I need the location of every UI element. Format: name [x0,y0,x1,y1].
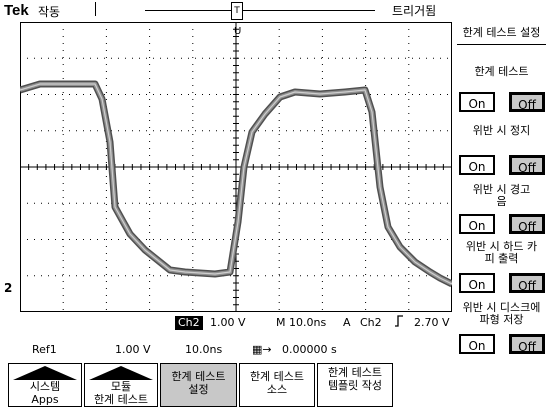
menu-arrow-icon [89,366,153,380]
softkey-line2: Apps [31,393,59,406]
trigger-position-marker: T [231,2,243,20]
softkey-line2: 템플릿 작성 [327,379,383,392]
timebase-readout: M 10.0ns [276,316,327,329]
channel-badge: Ch2 [175,316,203,330]
rising-edge-icon [394,314,404,331]
softkey-line2: 소스 [266,383,288,396]
menu-label: 위반 시 하드 카피 출력 [465,240,538,265]
save-on-violation-off-button[interactable]: Off [509,334,545,354]
record-view-start [95,2,96,16]
menu-stop-on-violation: 위반 시 정지 On Off [455,124,548,175]
hardcopy-on-violation-on-button[interactable]: On [459,273,495,293]
menu-title: 한계 테스트 설정 [457,26,546,45]
menu-save-on-violation: 위반 시 디스크에 파형 저장 On Off [455,301,548,354]
hardcopy-on-violation-off-button[interactable]: Off [509,273,545,293]
record-view-bar [145,10,375,11]
softkey-line2: 한계 테스트 [93,393,149,406]
position-readout: 0.00000 s [282,343,337,356]
menu-label: 위반 시 디스크에 파형 저장 [462,301,541,326]
beep-on-violation-on-button[interactable]: On [459,214,495,234]
ground-level-marker: 2 [4,281,13,295]
graticule [20,22,452,312]
softkey-line1: 시스템 [29,380,61,393]
softkey-limit-setup[interactable]: 한계 테스트 설정 [160,363,237,407]
limit-test-off-button[interactable]: Off [509,92,545,112]
softkey-module[interactable]: 모듈 한계 테스트 [84,363,158,407]
menu-hardcopy-on-violation: 위반 시 하드 카피 출력 On Off [455,240,548,293]
menu-label: 위반 시 경고음 [472,183,531,208]
softkey-limit-template[interactable]: 한계 테스트 템플릿 작성 [317,363,393,407]
menu-limit-test: 한계 테스트 On Off [455,65,548,112]
softkey-line1: 한계 테스트 [171,370,226,383]
ref-volts-readout: 1.00 V [115,343,151,356]
status-bar: Tek 작동 T 트리거됨 [0,0,455,22]
menu-arrow-icon [13,366,77,380]
side-menu: 한계 테스트 설정 한계 테스트 On Off 위반 시 정지 On Off 위… [455,22,548,405]
trigger-mode-readout: A [343,316,351,329]
ref-label: Ref1 [32,343,57,356]
save-on-violation-on-button[interactable]: On [459,334,495,354]
menu-label: 위반 시 정지 [472,124,531,137]
softkey-line1: 한계 테스트 [249,370,305,383]
softkey-system[interactable]: 시스템 Apps [8,363,82,407]
softkey-line1: 한계 테스트 [327,366,383,379]
waveform-trace-core [20,83,452,285]
volts-div-readout: 1.00 V [210,316,246,329]
acquisition-state: 작동 [38,5,61,19]
stop-on-violation-on-button[interactable]: On [459,155,495,175]
menu-label: 한계 테스트 [474,65,529,78]
trigger-source-readout: Ch2 [360,316,382,329]
bottom-menu: 시스템 Apps 모듈 한계 테스트 한계 테스트 설정 한계 테스트 소스 한… [0,363,455,410]
softkey-line2: 설정 [188,383,209,396]
beep-on-violation-off-button[interactable]: Off [509,214,545,234]
softkey-line1: 모듈 [110,380,132,393]
waveform-display [20,22,452,327]
position-icon: ▦→ [252,343,272,356]
ref-time-readout: 10.0ns [185,343,223,356]
brand-logo: Tek [4,2,29,19]
trigger-point-marker: U [234,26,242,37]
trigger-level-readout: 2.70 V [414,316,450,329]
limit-test-on-button[interactable]: On [459,92,495,112]
softkey-limit-source[interactable]: 한계 테스트 소스 [239,363,315,407]
menu-beep-on-violation: 위반 시 경고음 On Off [455,183,548,234]
trigger-status: 트리거됨 [392,4,437,18]
stop-on-violation-off-button[interactable]: Off [509,155,545,175]
